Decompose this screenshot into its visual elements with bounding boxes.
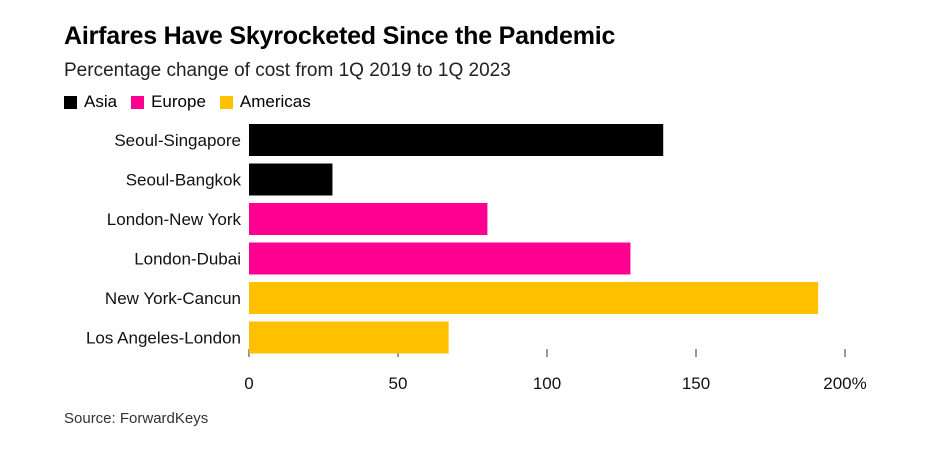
category-label: Seoul-Bangkok bbox=[126, 171, 242, 190]
legend: Asia Europe Americas bbox=[64, 92, 325, 112]
x-tick-label: 0 bbox=[244, 374, 253, 393]
category-label: New York-Cancun bbox=[105, 289, 241, 308]
legend-swatch-europe bbox=[131, 95, 145, 109]
bar bbox=[249, 282, 819, 314]
legend-label-americas: Americas bbox=[239, 92, 311, 111]
chart-subtitle: Percentage change of cost from 1Q 2019 t… bbox=[64, 60, 511, 81]
legend-label-asia: Asia bbox=[84, 92, 118, 111]
bar bbox=[249, 242, 631, 275]
category-label: London-Dubai bbox=[134, 250, 241, 269]
chart-title: Airfares Have Skyrocketed Since the Pand… bbox=[64, 22, 616, 50]
legend-item-americas: Americas bbox=[219, 92, 311, 112]
x-tick-label: 100 bbox=[533, 374, 561, 393]
category-label: Los Angeles-London bbox=[86, 329, 241, 348]
bar bbox=[249, 203, 488, 235]
category-label: London-New York bbox=[107, 210, 242, 229]
x-tick-label: 200% bbox=[823, 374, 866, 393]
legend-swatch-asia bbox=[64, 95, 77, 109]
x-tick-label: 150 bbox=[682, 374, 710, 393]
legend-item-europe: Europe bbox=[131, 92, 206, 112]
legend-label-europe: Europe bbox=[151, 92, 206, 111]
source-note: Source: ForwardKeys bbox=[64, 410, 209, 427]
legend-item-asia: Asia bbox=[64, 92, 117, 112]
bar bbox=[249, 124, 664, 156]
bar bbox=[249, 321, 449, 354]
category-label: Seoul-Singapore bbox=[114, 131, 241, 150]
x-tick-label: 50 bbox=[389, 374, 408, 393]
bar bbox=[249, 163, 333, 196]
legend-swatch-americas bbox=[219, 95, 233, 109]
